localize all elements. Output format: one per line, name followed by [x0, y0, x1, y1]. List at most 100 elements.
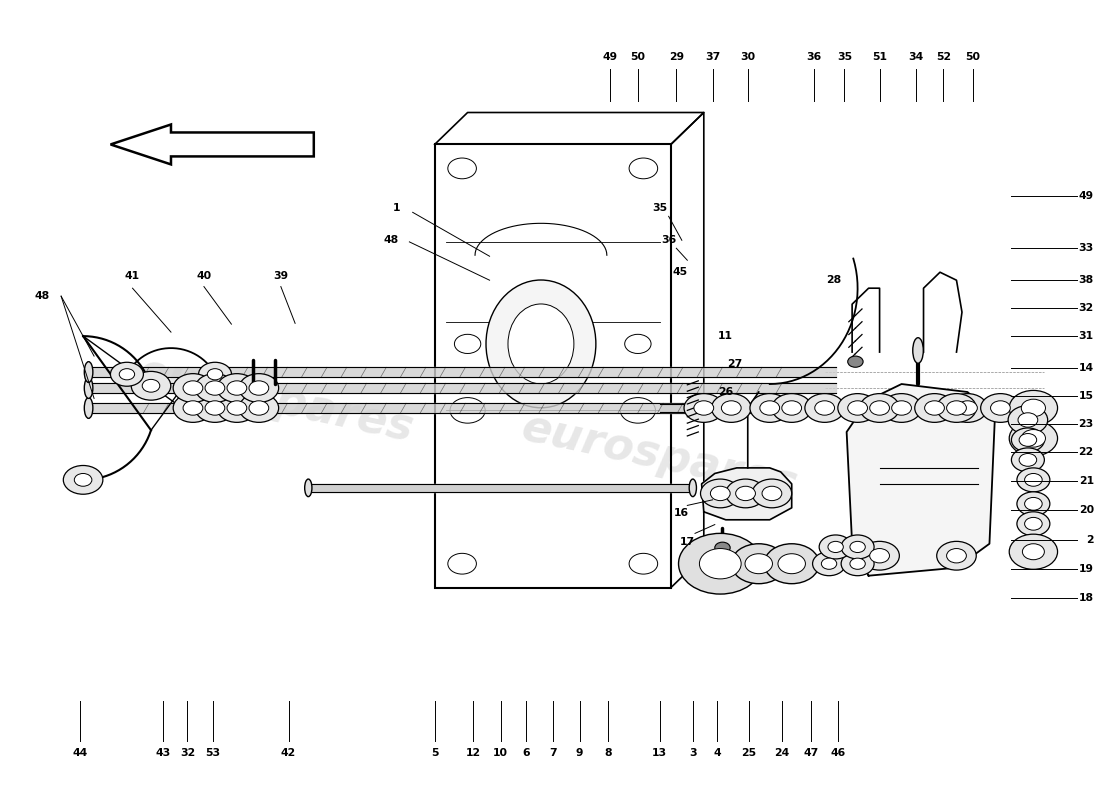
Circle shape	[750, 394, 790, 422]
Text: eurospares: eurospares	[133, 350, 417, 450]
Ellipse shape	[85, 378, 92, 398]
Circle shape	[722, 401, 741, 415]
Text: 18: 18	[1079, 593, 1093, 603]
Text: 26: 26	[718, 387, 734, 397]
Circle shape	[1011, 448, 1044, 472]
Circle shape	[64, 466, 103, 494]
Circle shape	[937, 394, 977, 422]
Circle shape	[227, 401, 246, 415]
Text: 43: 43	[156, 748, 170, 758]
Circle shape	[1024, 518, 1042, 530]
Circle shape	[1009, 421, 1057, 456]
Circle shape	[764, 544, 820, 584]
Text: 36: 36	[806, 51, 822, 62]
Text: 31: 31	[1079, 331, 1093, 341]
Circle shape	[732, 544, 786, 584]
Text: 52: 52	[936, 51, 950, 62]
Circle shape	[1016, 468, 1049, 492]
Text: 35: 35	[652, 203, 668, 214]
Circle shape	[752, 479, 792, 508]
Circle shape	[842, 535, 874, 559]
Text: 38: 38	[1079, 275, 1093, 286]
Circle shape	[1016, 512, 1049, 536]
Circle shape	[948, 394, 987, 422]
Circle shape	[239, 394, 278, 422]
Circle shape	[762, 486, 782, 501]
Circle shape	[1024, 474, 1042, 486]
Circle shape	[119, 369, 134, 380]
Text: 12: 12	[465, 748, 481, 758]
Text: 35: 35	[837, 51, 852, 62]
Text: 49: 49	[603, 51, 618, 62]
Circle shape	[925, 401, 945, 415]
Text: 7: 7	[550, 748, 557, 758]
Text: 2: 2	[1086, 534, 1093, 545]
Circle shape	[760, 401, 780, 415]
Text: 23: 23	[1079, 419, 1093, 429]
Text: 24: 24	[774, 748, 790, 758]
Text: eurospares: eurospares	[518, 406, 802, 506]
Ellipse shape	[690, 479, 696, 497]
Text: 51: 51	[872, 51, 887, 62]
Circle shape	[173, 394, 212, 422]
Circle shape	[805, 394, 845, 422]
Text: 8: 8	[605, 748, 612, 758]
Circle shape	[1021, 399, 1045, 417]
Circle shape	[778, 554, 805, 574]
Circle shape	[75, 474, 92, 486]
Text: 3: 3	[689, 748, 696, 758]
Circle shape	[110, 362, 143, 386]
Circle shape	[1018, 413, 1037, 427]
Text: 36: 36	[661, 235, 676, 246]
Text: 21: 21	[1079, 477, 1093, 486]
Circle shape	[239, 374, 278, 402]
Text: 11: 11	[718, 331, 734, 341]
Circle shape	[183, 401, 202, 415]
Text: 25: 25	[741, 748, 757, 758]
Text: 48: 48	[383, 235, 398, 246]
Circle shape	[870, 549, 890, 563]
Circle shape	[1019, 434, 1036, 446]
Circle shape	[1008, 406, 1047, 434]
Circle shape	[815, 401, 835, 415]
Text: 40: 40	[197, 271, 211, 282]
Circle shape	[1009, 534, 1057, 570]
Circle shape	[850, 558, 866, 570]
Circle shape	[813, 552, 846, 576]
Circle shape	[195, 394, 234, 422]
Circle shape	[828, 542, 844, 553]
Ellipse shape	[85, 362, 92, 382]
Text: 17: 17	[680, 537, 695, 547]
Circle shape	[198, 362, 231, 386]
Circle shape	[842, 552, 874, 576]
Text: 50: 50	[630, 51, 646, 62]
Circle shape	[736, 486, 756, 501]
Text: 19: 19	[1079, 564, 1093, 574]
Text: 34: 34	[909, 51, 924, 62]
Circle shape	[937, 542, 977, 570]
Text: 10: 10	[493, 748, 508, 758]
Text: 13: 13	[652, 748, 668, 758]
Circle shape	[820, 535, 852, 559]
Text: 29: 29	[669, 51, 684, 62]
Text: 5: 5	[431, 748, 439, 758]
Text: 37: 37	[705, 51, 720, 62]
Circle shape	[958, 401, 978, 415]
Circle shape	[694, 401, 714, 415]
Text: 16: 16	[674, 509, 690, 518]
Circle shape	[207, 369, 222, 380]
Circle shape	[822, 558, 837, 570]
Text: 4: 4	[713, 748, 721, 758]
Circle shape	[217, 394, 256, 422]
Bar	[434, 145, 671, 588]
Circle shape	[711, 486, 730, 501]
Text: 6: 6	[522, 748, 529, 758]
Text: 39: 39	[273, 271, 288, 282]
Circle shape	[726, 479, 766, 508]
Text: 32: 32	[179, 748, 195, 758]
Text: 30: 30	[740, 51, 756, 62]
Text: 44: 44	[73, 748, 87, 758]
Text: 27: 27	[727, 359, 742, 369]
Circle shape	[1019, 454, 1036, 466]
Circle shape	[981, 394, 1020, 422]
